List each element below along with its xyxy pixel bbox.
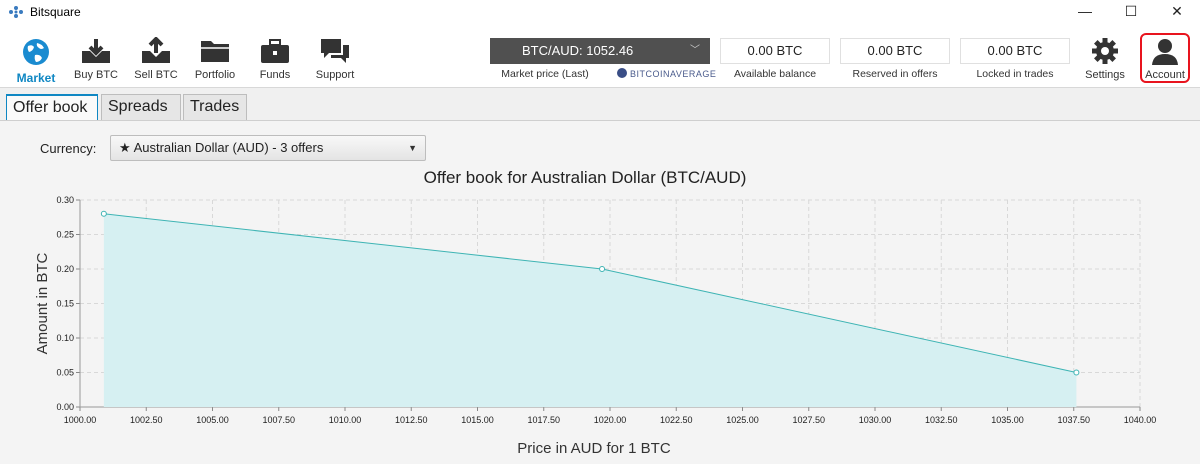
market-price-selector[interactable]: BTC/AUD: 1052.46 ﹀: [490, 38, 710, 64]
x-tick-label: 1002.50: [130, 415, 163, 425]
y-tick-label: 0.20: [56, 264, 74, 274]
nav-portfolio[interactable]: Portfolio: [191, 37, 239, 81]
available-balance-value: 0.00 BTC: [720, 38, 830, 64]
title-bar: Bitsquare — ☐ ✕: [0, 0, 1200, 24]
data-point: [100, 210, 107, 217]
y-tick-label: 0.15: [56, 299, 74, 309]
tab-spreads[interactable]: Spreads: [101, 94, 181, 120]
nav-funds[interactable]: Funds: [251, 37, 299, 81]
x-tick-label: 1020.00: [594, 415, 627, 425]
nav-settings[interactable]: Settings: [1080, 37, 1130, 81]
reserved-balance-label: Reserved in offers: [852, 68, 938, 80]
x-tick-label: 1035.00: [991, 415, 1024, 425]
user-icon: [1152, 39, 1178, 65]
currency-select[interactable]: ★ Australian Dollar (AUD) - 3 offers ▼: [110, 135, 426, 161]
tab-trades[interactable]: Trades: [183, 94, 247, 120]
nav-sell-btc[interactable]: Sell BTC: [132, 37, 180, 81]
x-tick-label: 1010.00: [329, 415, 362, 425]
nav-settings-label: Settings: [1085, 69, 1125, 81]
bitcoinaverage-logo: BITCOINAVERAGE: [617, 68, 716, 79]
buy-icon: [82, 39, 110, 63]
currency-label: Currency:: [40, 141, 97, 156]
y-axis-label: Amount in BTC: [34, 252, 51, 354]
y-tick-label: 0.10: [56, 333, 74, 343]
x-tick-label: 1012.50: [395, 415, 428, 425]
available-balance-label: Available balance: [733, 68, 817, 80]
nav-account-label: Account: [1145, 69, 1185, 81]
locked-balance-value: 0.00 BTC: [960, 38, 1070, 64]
globe-icon: [23, 39, 49, 65]
nav-buy-btc[interactable]: Buy BTC: [72, 37, 120, 81]
reserved-balance-value: 0.00 BTC: [840, 38, 950, 64]
window-title: Bitsquare: [30, 5, 81, 19]
bitsquare-logo-icon: [9, 6, 23, 18]
bitcoinaverage-icon: [617, 68, 627, 78]
nav-account[interactable]: Account: [1140, 37, 1190, 81]
nav-market-label: Market: [16, 71, 56, 85]
locked-balance-label: Locked in trades: [976, 68, 1054, 80]
gear-icon: [1092, 38, 1118, 64]
offer-book-chart: 1000.00 1002.50 1005.00 1007.50 1010.00 1012.…: [34, 195, 1157, 457]
sell-icon: [142, 37, 170, 63]
y-tick-label: 0.05: [56, 368, 74, 378]
chevron-down-icon: ﹀: [690, 45, 700, 56]
x-tick-label: 1037.50: [1057, 415, 1090, 425]
x-tick-label: 1040.00: [1124, 415, 1157, 425]
data-point: [599, 266, 606, 272]
y-tick-label: 0.30: [56, 195, 74, 205]
series-area: [103, 213, 1077, 407]
x-tick-label: 1007.50: [262, 415, 295, 425]
briefcase-icon: [261, 39, 289, 63]
folder-icon: [201, 41, 229, 62]
nav-sell-btc-label: Sell BTC: [134, 69, 178, 81]
x-axis-label: Price in AUD for 1 BTC: [517, 440, 671, 457]
nav-buy-btc-label: Buy BTC: [73, 69, 118, 81]
x-tick-label: 1032.50: [925, 415, 958, 425]
nav-portfolio-label: Portfolio: [194, 69, 236, 81]
chat-icon: [321, 39, 349, 63]
bitcoinaverage-text: BITCOINAVERAGE: [630, 69, 717, 79]
minimize-button[interactable]: —: [1078, 3, 1092, 19]
nav-funds-label: Funds: [259, 69, 291, 81]
x-tick-label: 1030.00: [859, 415, 892, 425]
account-highlight: [1140, 33, 1190, 83]
x-tick-label: 1017.50: [527, 415, 560, 425]
chart-title: Offer book for Australian Dollar (BTC/AU…: [423, 168, 747, 187]
x-tick-label: 1005.00: [196, 415, 229, 425]
star-icon: ★: [119, 140, 131, 155]
tab-offer-book[interactable]: Offer book: [6, 94, 98, 120]
market-price-label: Market price (Last): [501, 68, 589, 80]
data-point: [1073, 369, 1080, 376]
nav-support[interactable]: Support: [311, 37, 359, 81]
nav-support-label: Support: [315, 69, 355, 81]
x-tick-label: 1000.00: [64, 415, 97, 425]
market-price-value: BTC/AUD: 1052.46: [522, 43, 634, 58]
x-tick-label: 1027.50: [792, 415, 825, 425]
y-tick-label: 0.00: [56, 402, 74, 412]
x-tick-label: 1015.00: [461, 415, 494, 425]
currency-selected-value: Australian Dollar (AUD) - 3 offers: [133, 140, 324, 155]
close-button[interactable]: ✕: [1171, 3, 1183, 19]
x-tick-label: 1022.50: [660, 415, 693, 425]
nav-market[interactable]: Market: [12, 37, 60, 85]
y-tick-label: 0.25: [56, 230, 74, 240]
caret-down-icon: ▼: [408, 143, 417, 153]
maximize-button[interactable]: ☐: [1124, 3, 1138, 19]
x-tick-label: 1025.00: [726, 415, 759, 425]
